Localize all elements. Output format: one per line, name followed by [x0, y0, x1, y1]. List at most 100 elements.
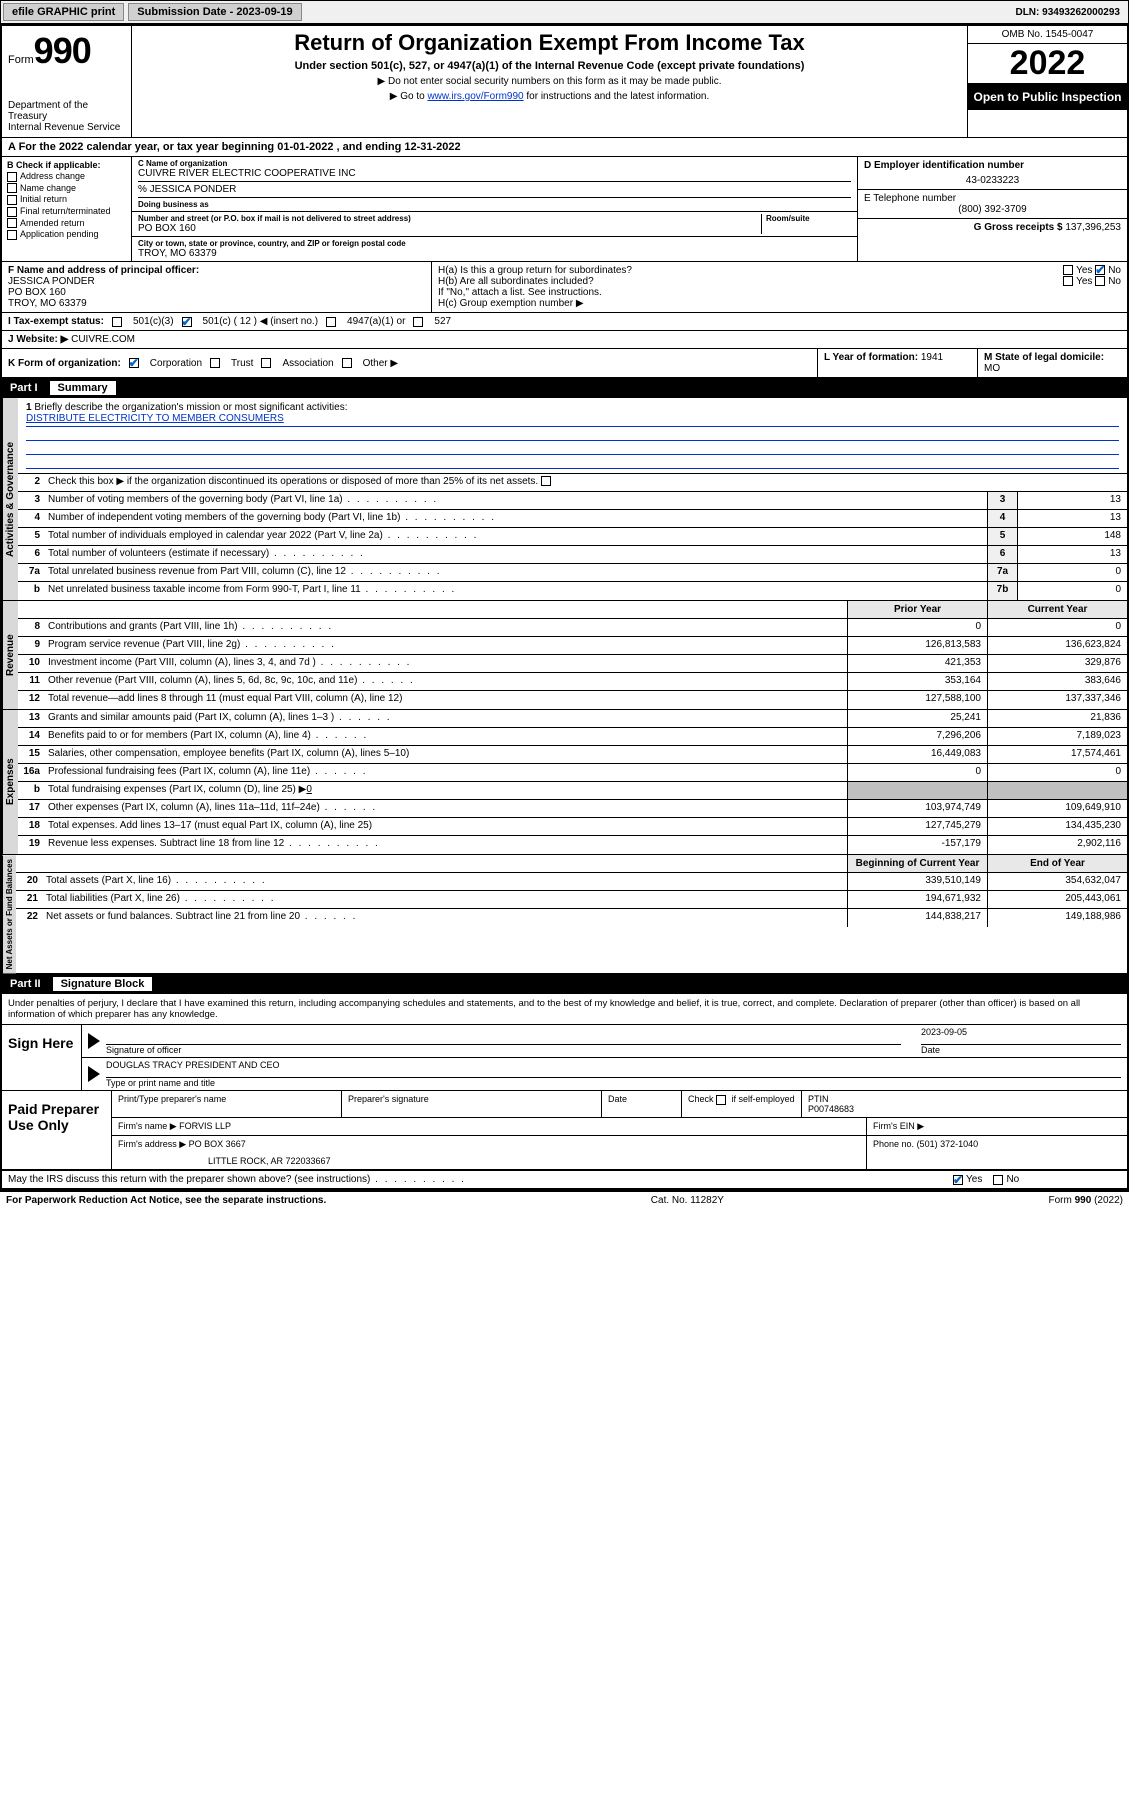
- l22-text: Net assets or fund balances. Subtract li…: [42, 909, 847, 927]
- chk-address-change[interactable]: [7, 172, 17, 182]
- l10-p: 421,353: [847, 655, 987, 672]
- submission-date-btn[interactable]: Submission Date - 2023-09-19: [128, 3, 301, 21]
- sign-here-block: Sign Here Signature of officer 2023-09-0…: [2, 1025, 1127, 1091]
- l7a-text: Total unrelated business revenue from Pa…: [44, 564, 987, 581]
- chk-selfemp[interactable]: [716, 1095, 726, 1105]
- l20-c: 354,632,047: [987, 873, 1127, 890]
- current-year-hdr: Current Year: [987, 601, 1127, 618]
- prep-date-hdr: Date: [602, 1091, 682, 1117]
- chk-ha-yes[interactable]: [1063, 265, 1073, 275]
- chk-hb-no[interactable]: [1095, 276, 1105, 286]
- firm-phone: (501) 372-1040: [917, 1139, 979, 1149]
- section-bcdefg: B Check if applicable: Address change Na…: [2, 157, 1127, 262]
- chk-name-change[interactable]: [7, 183, 17, 193]
- m-label: M State of legal domicile:: [984, 352, 1104, 363]
- l19-text: Revenue less expenses. Subtract line 18 …: [44, 836, 847, 854]
- l14-c: 7,189,023: [987, 728, 1127, 745]
- l13-c: 21,836: [987, 710, 1127, 727]
- gross-receipts: 137,396,253: [1065, 222, 1121, 233]
- l21-text: Total liabilities (Part X, line 26): [42, 891, 847, 908]
- city-val: TROY, MO 63379: [138, 248, 851, 259]
- prep-sig-hdr: Preparer's signature: [342, 1091, 602, 1117]
- section-fh: F Name and address of principal officer:…: [2, 262, 1127, 313]
- l5-val: 148: [1017, 528, 1127, 545]
- m-val: MO: [984, 363, 1000, 374]
- l3-val: 13: [1017, 492, 1127, 509]
- self-emp: Check if self-employed: [682, 1091, 802, 1117]
- chk-pending[interactable]: [7, 230, 17, 240]
- ssn-note: ▶ Do not enter social security numbers o…: [142, 76, 957, 87]
- end-year-hdr: End of Year: [987, 855, 1127, 872]
- chk-ha-no[interactable]: [1095, 265, 1105, 275]
- firm-addr-label: Firm's address ▶: [118, 1139, 186, 1149]
- officer-addr2: TROY, MO 63379: [8, 298, 87, 309]
- chk-final[interactable]: [7, 207, 17, 217]
- form-label: Form: [8, 54, 34, 66]
- chk-4947[interactable]: [326, 317, 336, 327]
- chk-501c3[interactable]: [112, 317, 122, 327]
- chk-amended[interactable]: [7, 218, 17, 228]
- chk-corp[interactable]: [129, 358, 139, 368]
- l9-c: 136,623,824: [987, 637, 1127, 654]
- footer-left: For Paperwork Reduction Act Notice, see …: [6, 1195, 326, 1206]
- chk-assoc[interactable]: [261, 358, 271, 368]
- chk-hb-yes[interactable]: [1063, 276, 1073, 286]
- irs-link[interactable]: www.irs.gov/Form990: [427, 91, 523, 102]
- chk-discuss-yes[interactable]: [953, 1175, 963, 1185]
- care-of: % JESSICA PONDER: [138, 181, 851, 195]
- firm-name-label: Firm's name ▶: [118, 1121, 177, 1131]
- efile-print-btn[interactable]: efile GRAPHIC print: [3, 3, 124, 21]
- addr-label: Number and street (or P.O. box if mail i…: [138, 214, 761, 223]
- phone-label: Phone no.: [873, 1139, 914, 1149]
- l16a-p: 0: [847, 764, 987, 781]
- arrow-icon: [88, 1033, 100, 1049]
- d-label: D Employer identification number: [864, 160, 1121, 171]
- org-name: CUIVRE RIVER ELECTRIC COOPERATIVE INC: [138, 168, 851, 179]
- l2-text: Check this box ▶ if the organization dis…: [48, 476, 538, 487]
- sig-officer-label: Signature of officer: [106, 1045, 901, 1055]
- col-b: B Check if applicable: Address change Na…: [2, 157, 132, 261]
- l17-c: 109,649,910: [987, 800, 1127, 817]
- l19-p: -157,179: [847, 836, 987, 854]
- street-addr: PO BOX 160: [138, 223, 761, 234]
- l8-c: 0: [987, 619, 1127, 636]
- l12-c: 137,337,346: [987, 691, 1127, 709]
- chk-discuss-no[interactable]: [993, 1175, 1003, 1185]
- chk-initial[interactable]: [7, 195, 17, 205]
- l18-p: 127,745,279: [847, 818, 987, 835]
- part2-no: Part II: [10, 978, 41, 990]
- g-label: G Gross receipts $: [974, 222, 1063, 233]
- chk-trust[interactable]: [210, 358, 220, 368]
- form-number: 990: [34, 30, 91, 71]
- l21-c: 205,443,061: [987, 891, 1127, 908]
- footer-mid: Cat. No. 11282Y: [651, 1195, 724, 1206]
- l16b-c: [987, 782, 1127, 799]
- l15-text: Salaries, other compensation, employee b…: [44, 746, 847, 763]
- l10-c: 329,876: [987, 655, 1127, 672]
- mission-text: DISTRIBUTE ELECTRICITY TO MEMBER CONSUME…: [26, 413, 1119, 427]
- chk-501c[interactable]: [182, 317, 192, 327]
- city-label: City or town, state or province, country…: [138, 239, 851, 248]
- l13-p: 25,241: [847, 710, 987, 727]
- paid-preparer-block: Paid Preparer Use Only Print/Type prepar…: [2, 1091, 1127, 1171]
- form-title: Return of Organization Exempt From Incom…: [142, 30, 957, 56]
- chk-527[interactable]: [413, 317, 423, 327]
- l20-p: 339,510,149: [847, 873, 987, 890]
- sign-here-label: Sign Here: [2, 1025, 82, 1090]
- part1-header: Part I Summary: [2, 378, 1127, 398]
- l10-text: Investment income (Part VIII, column (A)…: [44, 655, 847, 672]
- col-c: C Name of organization CUIVRE RIVER ELEC…: [132, 157, 857, 261]
- line-klm: K Form of organization: Corporation Trus…: [2, 349, 1127, 378]
- chk-other[interactable]: [342, 358, 352, 368]
- hb-note: If "No," attach a list. See instructions…: [438, 287, 1121, 298]
- chk-l2[interactable]: [541, 476, 551, 486]
- part2-name: Signature Block: [53, 977, 153, 991]
- l-val: 1941: [921, 352, 943, 363]
- l9-text: Program service revenue (Part VIII, line…: [44, 637, 847, 654]
- l18-c: 134,435,230: [987, 818, 1127, 835]
- l22-c: 149,188,986: [987, 909, 1127, 927]
- l11-text: Other revenue (Part VIII, column (A), li…: [44, 673, 847, 690]
- l12-text: Total revenue—add lines 8 through 11 (mu…: [44, 691, 847, 709]
- vlabel-net: Net Assets or Fund Balances: [2, 855, 16, 973]
- l17-p: 103,974,749: [847, 800, 987, 817]
